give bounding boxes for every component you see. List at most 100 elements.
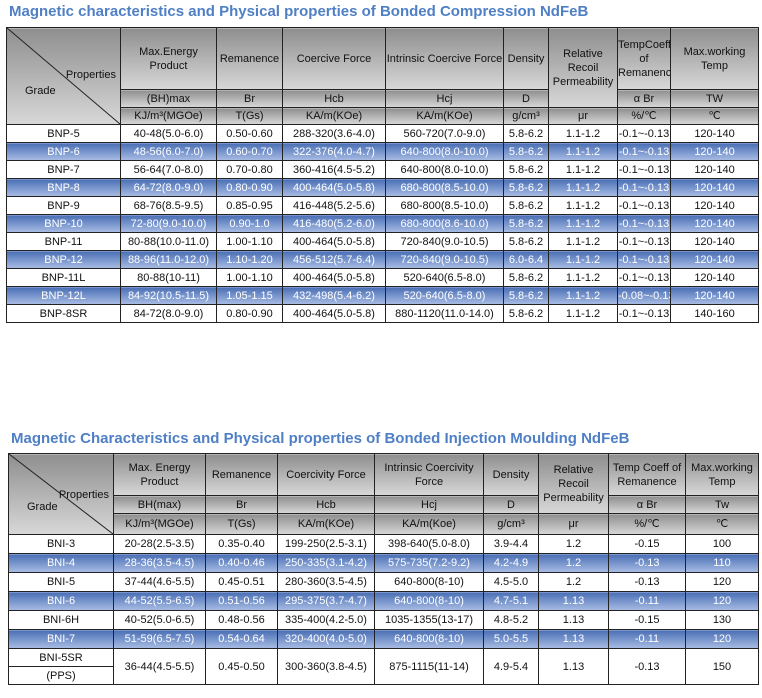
value-cell: 5.0-5.5	[483, 629, 539, 649]
value-cell: 0.85-0.95	[216, 196, 283, 215]
unit-header: μr	[538, 513, 609, 535]
grade-cell: BNI-5	[8, 572, 114, 592]
value-cell: -0.13	[608, 553, 686, 573]
value-cell: 680-800(8.5-10.0)	[385, 196, 504, 215]
value-cell: 456-512(5.7-6.4)	[282, 250, 386, 269]
value-cell: 120-140	[670, 178, 759, 197]
value-cell: 1.1-1.2	[548, 178, 618, 197]
column-header: Temp Coeff of Remanence	[608, 453, 686, 496]
value-cell: 1.2	[538, 534, 609, 554]
value-cell: 36-44(4.5-5.5)	[113, 648, 206, 685]
value-cell: 120	[685, 572, 759, 592]
symbol-header: Hcb	[277, 495, 375, 514]
table-row: BNI-3 20-28(2.5-3.5) 0.35-0.40 199-250(2.5-…	[8, 534, 759, 554]
diagonal-line	[9, 454, 113, 534]
value-cell: 40-52(5.0-6.5)	[113, 610, 206, 630]
unit-header: %/℃	[608, 513, 686, 535]
value-cell: 5.8-6.2	[503, 214, 549, 233]
table-row: BNP-6 48-56(6.0-7.0) 0.60-0.70 322-376(4.0-…	[6, 142, 759, 161]
value-cell: 68-76(8.5-9.5)	[120, 196, 217, 215]
table-row: BNP-12 88-96(11.0-12.0) 1.10-1.20 456-512(5…	[6, 250, 759, 269]
value-cell: -0.11	[608, 591, 686, 611]
value-cell: -0.13	[608, 572, 686, 592]
value-cell: -0.1~-0.13	[617, 178, 671, 197]
value-cell: 5.8-6.2	[503, 160, 549, 179]
value-cell: 400-464(5.0-5.8)	[282, 268, 386, 287]
column-header: Density	[503, 27, 549, 90]
unit-header: T(Gs)	[216, 107, 283, 125]
table-row: BNP-9 68-76(8.5-9.5) 0.85-0.95 416-448(5.2-…	[6, 196, 759, 215]
value-cell: 120-140	[670, 142, 759, 161]
grade-cell: BNP-11	[6, 232, 121, 251]
value-cell: 120-140	[670, 196, 759, 215]
grade-cell: BNI-5SR	[8, 648, 114, 667]
table-row: BNP-8SR 84-72(8.0-9.0) 0.80-0.90 400-464(5.…	[6, 304, 759, 323]
value-cell: 48-56(6.0-7.0)	[120, 142, 217, 161]
value-cell: -0.15	[608, 534, 686, 554]
grade-cell: BNI-3	[8, 534, 114, 554]
column-header: Remanence	[205, 453, 278, 496]
value-cell: 5.8-6.2	[503, 178, 549, 197]
value-cell: 640-800(8.0-10.0)	[385, 142, 504, 161]
injection-table: Properties Grade Max. Energy Product Remane…	[8, 453, 759, 685]
value-cell: 0.48-0.56	[205, 610, 278, 630]
value-cell: 1.1-1.2	[548, 142, 618, 161]
column-header: Intrinsic Coercive Force	[385, 27, 504, 90]
value-cell: 44-52(5.5-6.5)	[113, 591, 206, 611]
diagonal-line	[7, 28, 120, 124]
value-cell: 1.13	[538, 610, 609, 630]
table-row: BNI-5 37-44(4.6-5.5) 0.45-0.51 280-360(3.5-…	[8, 572, 759, 592]
value-cell: 875-1115(11-14)	[374, 648, 484, 685]
value-cell: 1.10-1.20	[216, 250, 283, 269]
value-cell: 520-640(6.5-8.0)	[385, 286, 504, 305]
value-cell: 416-448(5.2-5.6)	[282, 196, 386, 215]
grade-cell: BNP-12L	[6, 286, 121, 305]
grade-cell: BNP-12	[6, 250, 121, 269]
value-cell: 640-800(8-10)	[374, 591, 484, 611]
symbol-header: Hcb	[282, 89, 386, 108]
value-cell: 398-640(5.0-8.0)	[374, 534, 484, 554]
symbol-header: Br	[216, 89, 283, 108]
value-cell: -0.11	[608, 629, 686, 649]
unit-header: g/cm³	[503, 107, 549, 125]
value-cell: 0.50-0.60	[216, 124, 283, 143]
value-cell: 80-88(10-11)	[120, 268, 217, 287]
compression-title: Magnetic characteristics and Physical pr…	[9, 3, 589, 20]
value-cell: 1.1-1.2	[548, 196, 618, 215]
column-header: Max.working Temp	[670, 27, 759, 90]
value-cell: 1.13	[538, 591, 609, 611]
value-cell: 1.1-1.2	[548, 268, 618, 287]
grade-cell: BNI-6	[8, 591, 114, 611]
value-cell: 880-1120(11.0-14.0)	[385, 304, 504, 323]
value-cell: 37-44(4.6-5.5)	[113, 572, 206, 592]
value-cell: 288-320(3.6-4.0)	[282, 124, 386, 143]
value-cell: 640-800(8-10)	[374, 629, 484, 649]
symbol-header: α Br	[617, 89, 671, 108]
value-cell: 120-140	[670, 286, 759, 305]
corner-header: Properties Grade	[8, 453, 114, 535]
grade-cell: BNI-4	[8, 553, 114, 573]
symbol-header: Tw	[685, 495, 759, 514]
value-cell: 575-735(7.2-9.2)	[374, 553, 484, 573]
compression-table: Properties Grade Max.Energy Product Remanen…	[6, 27, 759, 323]
value-cell: 1.2	[538, 553, 609, 573]
value-cell: -0.1~-0.13	[617, 142, 671, 161]
value-cell: 199-250(2.5-3.1)	[277, 534, 375, 554]
value-cell: 0.80-0.90	[216, 178, 283, 197]
value-cell: 5.8-6.2	[503, 286, 549, 305]
value-cell: 335-400(4.2-5.0)	[277, 610, 375, 630]
symbol-header: Br	[205, 495, 278, 514]
value-cell: 1035-1355(13-17)	[374, 610, 484, 630]
value-cell: -0.1~-0.13	[617, 214, 671, 233]
properties-label: Properties	[65, 69, 116, 82]
column-header: Coercivity Force	[277, 453, 375, 496]
symbol-header: Hcj	[374, 495, 484, 514]
value-cell: 0.45-0.50	[205, 648, 278, 685]
grade-cell: BNP-8	[6, 178, 121, 197]
grade-cell: BNI-7	[8, 629, 114, 649]
corner-header: Properties Grade	[6, 27, 121, 125]
table-row: BNP-7 56-64(7.0-8.0) 0.70-0.80 360-416(4.5-…	[6, 160, 759, 179]
value-cell: 1.1-1.2	[548, 160, 618, 179]
unit-header: KA/m(KOe)	[385, 107, 504, 125]
value-cell: 0.60-0.70	[216, 142, 283, 161]
